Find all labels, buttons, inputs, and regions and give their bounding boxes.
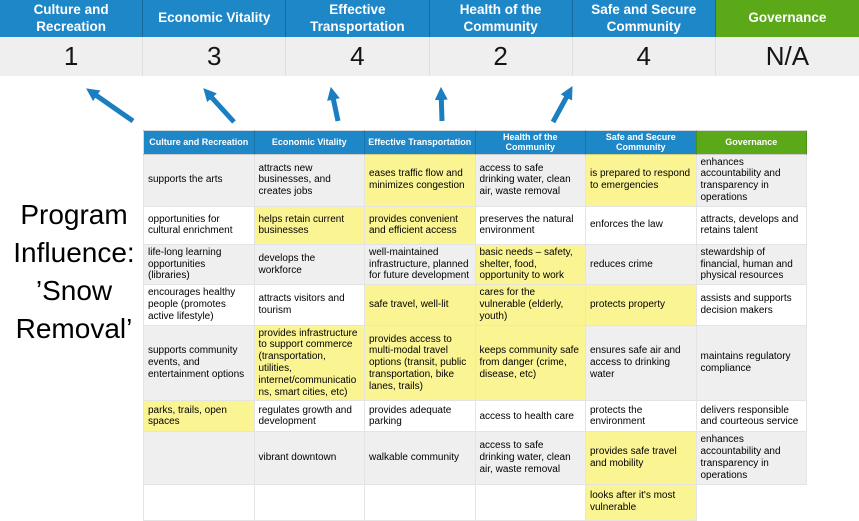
influence-matrix: Culture and Recreation Economic Vitality E… <box>143 130 807 521</box>
influence-arrow-2 <box>203 88 236 124</box>
matrix-cell: vibrant downtown <box>253 431 365 485</box>
matrix-header-governance: Governance <box>695 130 807 155</box>
matrix-cell: looks after it's most vulnerable <box>585 483 697 521</box>
matrix-cell: protects property <box>585 284 697 326</box>
matrix-cell <box>253 483 365 521</box>
summary-header-governance: Governance <box>715 0 859 37</box>
matrix-cell: keeps community safe from danger (crime,… <box>474 324 586 402</box>
summary-score-governance: N/A <box>715 37 859 76</box>
summary-column-governance: Governance N/A <box>715 0 859 76</box>
matrix-cell: develops the workforce <box>253 243 365 286</box>
title-line: Influence: <box>13 237 135 269</box>
matrix-cell: regulates growth and development <box>253 400 365 433</box>
matrix-cell: is prepared to respond to emergencies <box>585 153 697 207</box>
summary-column-health-of-the-community: Health of the Community 2 <box>429 0 573 76</box>
matrix-cell: safe travel, well-lit <box>364 284 476 326</box>
matrix-header-effective-transportation: Effective Transportation <box>364 130 476 155</box>
matrix-cell: supports community events, and entertain… <box>143 324 255 402</box>
title-line: Removal’ <box>15 313 133 345</box>
matrix-cell: life-long learning opportunities (librar… <box>143 243 255 286</box>
summary-column-safe-and-secure-community: Safe and Secure Community 4 <box>572 0 716 76</box>
matrix-header-health-of-the-community: Health of the Community <box>474 130 586 155</box>
matrix-cell: eases traffic flow and minimizes congest… <box>364 153 476 207</box>
matrix-cell: parks, trails, open spaces <box>143 400 255 433</box>
matrix-cell: provides infrastructure to support comme… <box>253 324 365 402</box>
matrix-cell: cares for the vulnerable (elderly, youth… <box>474 284 586 326</box>
matrix-cell: helps retain current businesses <box>253 205 365 245</box>
summary-header-health-of-the-community: Health of the Community <box>429 0 573 37</box>
title-line: Program <box>20 199 128 230</box>
title-line: ’Snow <box>35 275 113 307</box>
matrix-cell: walkable community <box>364 431 476 485</box>
summary-column-culture-and-recreation: Culture and Recreation 1 <box>0 0 144 76</box>
matrix-cell: access to safe drinking water, clean air… <box>474 153 586 207</box>
matrix-cell: reduces crime <box>585 243 697 286</box>
summary-score-economic-vitality: 3 <box>143 37 287 76</box>
influence-arrow-1 <box>86 88 135 124</box>
matrix-cell: attracts new businesses, and creates job… <box>253 153 365 207</box>
matrix-cell <box>143 483 255 521</box>
summary-header-culture-and-recreation: Culture and Recreation <box>0 0 144 37</box>
influence-arrow-5 <box>550 86 573 124</box>
summary-score-safe-and-secure-community: 4 <box>572 37 716 76</box>
matrix-cell: provides adequate parking <box>364 400 476 433</box>
matrix-cell: encourages healthy people (promotes acti… <box>143 284 255 326</box>
matrix-cell <box>474 483 586 521</box>
matrix-cell <box>696 484 807 520</box>
matrix-cell: provides convenient and efficient access <box>364 205 476 245</box>
matrix-cell: provides safe travel and mobility <box>585 431 697 485</box>
matrix-cell: enhances accountability and transparency… <box>695 153 807 207</box>
matrix-cell: provides access to multi-modal travel op… <box>364 324 476 402</box>
influence-arrow-4 <box>434 86 448 122</box>
matrix-cell: enhances accountability and transparency… <box>695 431 807 485</box>
summary-column-economic-vitality: Economic Vitality 3 <box>143 0 287 76</box>
matrix-header-culture-and-recreation: Culture and Recreation <box>143 130 255 155</box>
matrix-cell: opportunities for cultural enrichment <box>143 205 255 245</box>
matrix-cell <box>143 431 255 485</box>
summary-bar: Culture and Recreation 1 Economic Vitality… <box>0 0 859 76</box>
program-influence-title: Program Influence: ’Snow Removal’ <box>0 196 148 348</box>
influence-arrow-3 <box>327 86 341 122</box>
matrix-cell: assists and supports decision makers <box>695 284 807 326</box>
matrix-header-economic-vitality: Economic Vitality <box>253 130 365 155</box>
summary-column-effective-transportation: Effective Transportation 4 <box>286 0 430 76</box>
influence-arrows <box>86 86 573 124</box>
matrix-cell: preserves the natural environment <box>474 205 586 245</box>
matrix-cell: well-maintained infrastructure, planned … <box>364 243 476 286</box>
matrix-cell: basic needs – safety, shelter, food, opp… <box>474 243 586 286</box>
matrix-cell: ensures safe air and access to drinking … <box>585 324 697 402</box>
summary-header-effective-transportation: Effective Transportation <box>286 0 430 37</box>
matrix-header-safe-and-secure-community: Safe and Secure Community <box>585 130 697 155</box>
summary-score-effective-transportation: 4 <box>286 37 430 76</box>
summary-score-health-of-the-community: 2 <box>429 37 573 76</box>
matrix-cell: enforces the law <box>585 205 697 245</box>
matrix-cell: access to health care <box>474 400 586 433</box>
summary-header-safe-and-secure-community: Safe and Secure Community <box>572 0 716 37</box>
matrix-cell: supports the arts <box>143 153 255 207</box>
summary-header-economic-vitality: Economic Vitality <box>143 0 287 37</box>
summary-score-culture-and-recreation: 1 <box>0 37 144 76</box>
matrix-cell: protects the environment <box>585 400 697 433</box>
matrix-cell: delivers responsible and courteous servi… <box>695 400 807 433</box>
matrix-cell: stewardship of financial, human and phys… <box>695 243 807 286</box>
matrix-cell: attracts, develops and retains talent <box>695 205 807 245</box>
matrix-cell: maintains regulatory compliance <box>695 324 807 402</box>
matrix-cell <box>364 483 476 521</box>
matrix-cell: attracts visitors and tourism <box>253 284 365 326</box>
matrix-cell: access to safe drinking water, clean air… <box>474 431 586 485</box>
